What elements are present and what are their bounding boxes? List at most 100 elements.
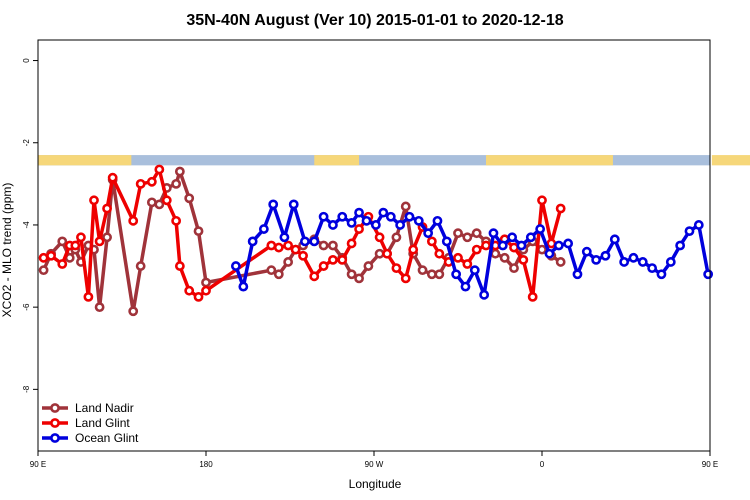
data-point bbox=[382, 248, 392, 259]
data-point bbox=[527, 291, 538, 302]
data-point bbox=[346, 238, 357, 249]
data-point bbox=[128, 215, 139, 226]
data-point bbox=[193, 291, 204, 302]
data-point bbox=[518, 254, 529, 265]
x-tick-label: 180 bbox=[199, 460, 213, 469]
data-point bbox=[76, 232, 86, 243]
data-point bbox=[462, 259, 473, 269]
data-point bbox=[171, 178, 182, 189]
data-point bbox=[247, 236, 258, 247]
data-point bbox=[201, 277, 211, 288]
data-point bbox=[509, 263, 519, 274]
series-line bbox=[234, 202, 710, 297]
data-point bbox=[537, 195, 547, 206]
data-point bbox=[385, 211, 396, 222]
data-point bbox=[451, 269, 462, 280]
data-point bbox=[581, 246, 592, 257]
data-point bbox=[417, 265, 428, 276]
legend-label: Land Glint bbox=[75, 416, 130, 430]
data-point bbox=[374, 232, 385, 243]
y-axis-label: XCO2 - MLO trend (ppm) bbox=[0, 183, 14, 318]
data-point bbox=[400, 201, 411, 212]
data-point bbox=[423, 228, 434, 239]
y-tick-label: -4 bbox=[22, 221, 31, 229]
legend-swatch-point bbox=[50, 418, 60, 428]
data-point bbox=[266, 240, 277, 251]
data-point bbox=[154, 199, 165, 210]
data-point bbox=[563, 238, 574, 249]
band-land-segment bbox=[38, 155, 132, 166]
data-point bbox=[283, 257, 294, 267]
data-point bbox=[128, 306, 139, 317]
data-point bbox=[279, 232, 290, 243]
legend-label: Ocean Glint bbox=[75, 431, 139, 445]
x-axis: 90 E 180 90 W 0 90 E bbox=[30, 451, 718, 469]
band-land-segment bbox=[314, 155, 360, 166]
data-point bbox=[553, 240, 564, 251]
data-point bbox=[83, 291, 94, 302]
data-point bbox=[675, 240, 686, 251]
data-point bbox=[453, 228, 463, 239]
legend-item: Land Nadir bbox=[42, 401, 134, 415]
x-tick-label: 0 bbox=[540, 460, 545, 469]
data-point bbox=[318, 261, 329, 271]
data-point bbox=[462, 232, 473, 243]
data-point bbox=[70, 240, 81, 251]
data-point bbox=[479, 289, 490, 300]
data-point bbox=[391, 263, 402, 274]
data-point bbox=[572, 269, 583, 280]
data-point bbox=[609, 234, 620, 245]
data-point bbox=[693, 220, 704, 230]
y-axis: 0 -2 -4 -6 -8 bbox=[22, 58, 38, 393]
data-point bbox=[201, 285, 211, 296]
data-point bbox=[647, 263, 658, 274]
data-point bbox=[258, 224, 269, 234]
data-point bbox=[135, 261, 146, 271]
y-tick-label: -2 bbox=[22, 139, 31, 147]
data-point bbox=[507, 232, 518, 243]
band-ocean bbox=[38, 155, 710, 166]
data-point bbox=[481, 240, 491, 251]
data-point bbox=[432, 215, 443, 226]
data-point bbox=[57, 259, 68, 269]
data-point bbox=[400, 273, 411, 284]
data-point bbox=[346, 269, 357, 280]
data-point bbox=[102, 232, 112, 243]
x-tick-label: 90 W bbox=[365, 460, 384, 469]
data-point bbox=[107, 172, 118, 183]
data-point bbox=[546, 238, 557, 249]
data-point bbox=[497, 240, 508, 251]
data-point bbox=[309, 236, 320, 247]
data-point bbox=[469, 265, 480, 276]
data-point bbox=[363, 261, 374, 271]
data-point bbox=[89, 195, 99, 206]
data-point bbox=[354, 273, 364, 284]
data-point bbox=[499, 252, 510, 263]
data-point bbox=[361, 215, 372, 226]
data-point bbox=[408, 244, 419, 255]
data-point bbox=[544, 248, 555, 259]
data-point bbox=[161, 195, 172, 206]
data-point bbox=[146, 176, 157, 187]
data-point bbox=[230, 261, 241, 271]
data-point bbox=[370, 220, 381, 230]
data-point bbox=[135, 178, 146, 189]
data-point bbox=[318, 240, 329, 251]
data-point bbox=[94, 302, 105, 313]
data-point bbox=[413, 215, 424, 226]
data-point bbox=[193, 226, 204, 237]
data-point bbox=[637, 257, 648, 267]
data-point bbox=[283, 240, 294, 251]
data-point bbox=[555, 203, 566, 214]
data-point bbox=[184, 193, 195, 204]
data-point bbox=[266, 265, 277, 276]
data-point bbox=[328, 254, 338, 265]
data-point bbox=[460, 281, 471, 292]
data-point bbox=[374, 248, 385, 259]
legend-swatch-point bbox=[50, 403, 60, 413]
data-point bbox=[328, 220, 338, 230]
band-land-segment bbox=[486, 155, 613, 166]
data-point bbox=[426, 269, 437, 280]
